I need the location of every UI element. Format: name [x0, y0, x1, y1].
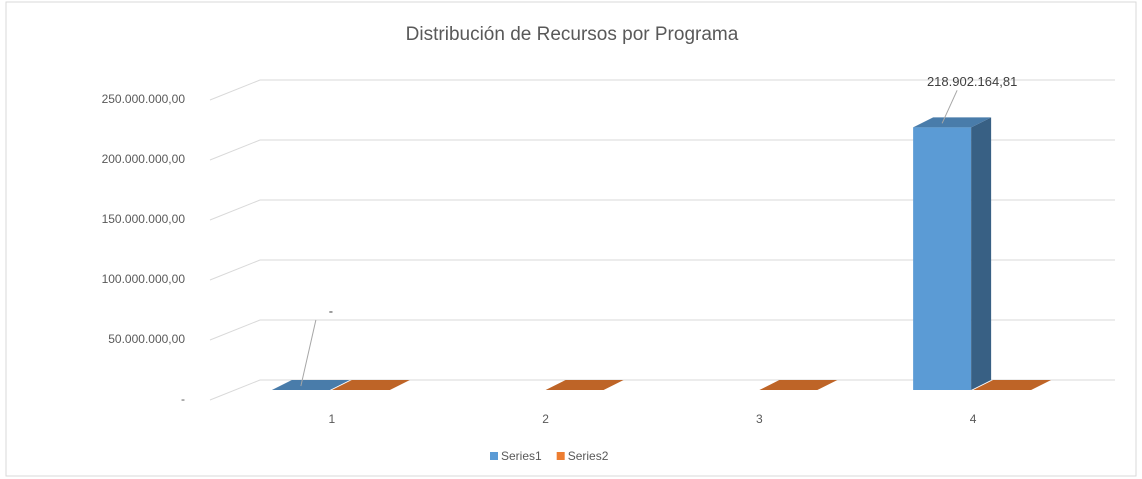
bar — [759, 380, 838, 390]
y-tick-label: - — [181, 392, 185, 406]
grid-line — [209, 199, 1115, 221]
bar-top — [271, 380, 350, 390]
bar — [331, 380, 410, 390]
y-tick-label: 200.000.000,00 — [102, 152, 186, 166]
x-tick-label: 2 — [542, 412, 549, 426]
legend-swatch — [556, 452, 565, 460]
grid-line — [209, 79, 1115, 101]
leader-line — [941, 90, 958, 124]
y-tick-label: 250.000.000,00 — [102, 92, 186, 106]
bar-top — [913, 117, 992, 128]
legend-label: Series1 — [501, 449, 542, 463]
grid-line — [209, 139, 1115, 161]
legend-label: Series2 — [568, 449, 609, 463]
y-tick-label: 100.000.000,00 — [102, 272, 186, 286]
leader-line — [300, 319, 317, 387]
x-tick-label: 1 — [329, 412, 336, 426]
grid-line — [209, 319, 1115, 341]
bar — [913, 117, 992, 390]
bar-side — [971, 117, 992, 390]
y-tick-label: 50.000.000,00 — [108, 332, 185, 346]
bar — [973, 380, 1052, 390]
bar-top — [759, 380, 838, 390]
bar-top — [545, 380, 624, 390]
bar — [271, 380, 350, 390]
bar — [545, 380, 624, 390]
x-tick-label: 3 — [756, 412, 763, 426]
x-tick-label: 4 — [970, 412, 977, 426]
legend-swatch — [490, 452, 498, 460]
grid-line — [209, 259, 1115, 281]
bar-front — [913, 127, 972, 390]
data-label: 218.902.164,81 — [927, 74, 1017, 89]
y-tick-label: 150.000.000,00 — [102, 212, 186, 226]
data-label: - — [329, 303, 333, 318]
bar-top — [331, 380, 410, 390]
bar-top — [973, 380, 1052, 390]
chart-title: Distribución de Recursos por Programa — [406, 24, 739, 45]
